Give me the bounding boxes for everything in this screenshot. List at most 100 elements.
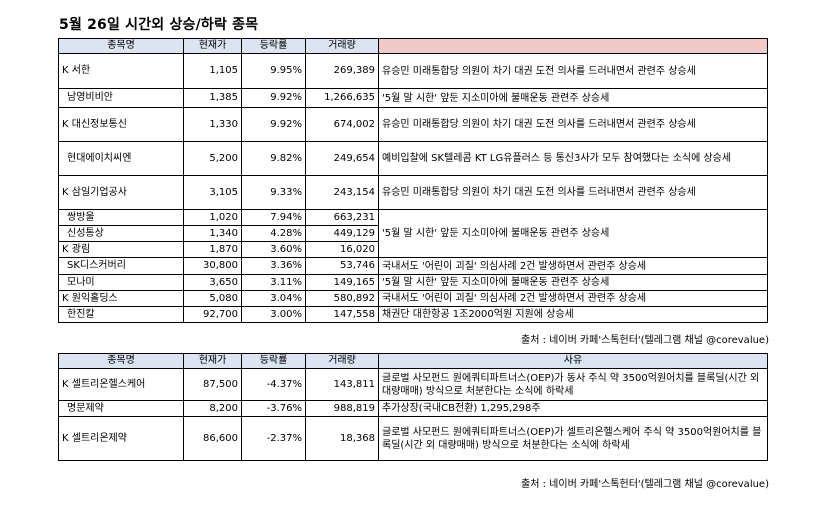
- rate-cell: 9.92%: [241, 88, 306, 108]
- reason-cell: 채권단 대한항공 1조2000억원 지원에 상승세: [378, 306, 768, 323]
- market-mark: K: [62, 243, 69, 255]
- down-header-row: 종목명 현재가 등락률 거래량 사유: [58, 353, 768, 369]
- table-row: SK디스커버리 30,800 3.36% 53,746 국내서도 '어린이 괴질…: [58, 257, 768, 275]
- col-price-header: 현재가: [183, 353, 242, 369]
- stock-name: 쌍방울: [67, 211, 95, 223]
- volume-cell: 149,165: [305, 274, 379, 291]
- table-row: 모나미 3,650 3.11% 149,165 '5월 말 시한' 앞둔 지소미…: [58, 274, 768, 291]
- rate-cell: -4.37%: [241, 368, 306, 401]
- source-note: 출처 : 네이버 카페'스톡헌터'(텔레그램 채널 @corevalue): [521, 479, 769, 490]
- stock-name: 셀트리온헬스케어: [71, 378, 146, 390]
- table-row: K 셀트리온제약 86,600 -2.37% 18,368 글로벌 사모펀드 원…: [58, 416, 768, 461]
- stock-name: 삼일기업공사: [71, 186, 127, 198]
- table-row: 쌍방울 1,020 7.94% 663,231 '5월 말 시한' 앞둔 지소미…: [58, 209, 768, 258]
- price-cell: 87,500: [183, 368, 242, 401]
- rate-cell: 9.95%: [241, 53, 306, 89]
- price-cell: 1,385: [183, 88, 242, 108]
- col-rate-header: 등락률: [241, 353, 306, 369]
- stock-name: 원익홀딩스: [71, 292, 118, 304]
- price-cell: 86,600: [183, 416, 242, 461]
- table-row: 현대에이치씨엔 5,200 9.82% 249,654 예비입찰에 SK텔레콤 …: [58, 141, 768, 176]
- rate-cell: 4.28%: [241, 225, 306, 242]
- stock-name: 대신정보통신: [71, 118, 127, 130]
- table-row: K 삼일기업공사 3,105 9.33% 243,154 유승민 미래통합당 의…: [58, 175, 768, 210]
- table-row: 한진칼 92,700 3.00% 147,558 채권단 대한항공 1조2000…: [58, 306, 768, 323]
- price-cell: 1,020: [183, 209, 242, 226]
- rate-cell: 3.60%: [241, 241, 306, 258]
- rate-cell: 3.00%: [241, 306, 306, 323]
- table-row: 신성통상 1,340 4.28% 449,129: [58, 225, 768, 242]
- price-cell: 1,340: [183, 225, 242, 242]
- volume-cell: 249,654: [305, 141, 379, 176]
- table-row: K 서한 1,105 9.95% 269,389 유승민 미래통합당 의원이 차…: [58, 53, 768, 89]
- price-cell: 30,800: [183, 257, 242, 275]
- price-cell: 3,650: [183, 274, 242, 291]
- volume-cell: 580,892: [305, 290, 379, 307]
- market-mark: K: [62, 432, 69, 444]
- volume-cell: 147,558: [305, 306, 379, 323]
- reason-cell: 국내서도 '어린이 괴질' 의심사례 2건 발생하면서 관련주 상승세: [378, 290, 768, 307]
- down-table: 종목명 현재가 등락률 거래량 사유 K 셀트리온헬스케어 87,500 -4.…: [58, 353, 768, 461]
- stock-name: 광림: [71, 243, 91, 255]
- volume-cell: 16,020: [305, 241, 379, 258]
- table-row: K 셀트리온헬스케어 87,500 -4.37% 143,811 글로벌 사모펀…: [58, 368, 768, 401]
- col-reason-header: 사유: [378, 353, 768, 369]
- price-cell: 92,700: [183, 306, 242, 323]
- col-price-header: 현재가: [183, 38, 242, 54]
- volume-cell: 18,368: [305, 416, 379, 461]
- price-cell: 3,105: [183, 175, 242, 210]
- reason-cell: 유승민 미래통합당 의원이 차기 대권 도전 의사를 드러내면서 관련주 상승세: [378, 175, 768, 210]
- volume-cell: 663,231: [305, 209, 379, 226]
- rate-cell: -2.37%: [241, 416, 306, 461]
- volume-cell: 1,266,635: [305, 88, 379, 108]
- col-name-header: 종목명: [58, 353, 184, 369]
- rate-cell: 3.11%: [241, 274, 306, 291]
- volume-cell: 143,811: [305, 368, 379, 401]
- table-row: K 원익홀딩스 5,080 3.04% 580,892 국내서도 '어린이 괴질…: [58, 290, 768, 307]
- rate-cell: 9.33%: [241, 175, 306, 210]
- price-cell: 5,080: [183, 290, 242, 307]
- col-volume-header: 거래량: [305, 38, 379, 54]
- stock-name: SK디스커버리: [67, 260, 126, 271]
- page-title: 5월 26일 시간외 상승/하락 종목: [59, 17, 259, 33]
- reason-cell: 예비입찰에 SK텔레콤 KT LG유플러스 등 통신3사가 모두 참여했다는 소…: [378, 141, 768, 176]
- up-table: 종목명 현재가 등락률 거래량 K 서한 1,105 9.95% 269,389…: [58, 38, 768, 323]
- rate-cell: 9.92%: [241, 107, 306, 142]
- source-note: 출처 : 네이버 카페'스톡헌터'(텔레그램 채널 @corevalue): [521, 335, 769, 346]
- volume-cell: 53,746: [305, 257, 379, 275]
- reason-cell: 유승민 미래통합당 의원이 차기 대권 도전 의사를 드러내면서 관련주 상승세: [378, 53, 768, 89]
- market-mark: K: [62, 378, 69, 390]
- reason-cell: '5월 말 시한' 앞둔 지소미아에 불매운동 관련주 상승세: [378, 209, 768, 258]
- reason-cell: '5월 말 시한' 앞둔 지소미아에 불매운동 관련주 상승세: [378, 88, 768, 108]
- rate-cell: 7.94%: [241, 209, 306, 226]
- market-mark: K: [62, 186, 69, 198]
- stock-name: 신성통상: [67, 227, 104, 239]
- up-header-row: 종목명 현재가 등락률 거래량: [58, 38, 768, 54]
- col-rate-header: 등락률: [241, 38, 306, 54]
- price-cell: 1,330: [183, 107, 242, 142]
- rate-cell: 3.04%: [241, 290, 306, 307]
- reason-cell: 글로벌 사모펀드 원에쿼티파트너스(OEP)가 셀트리온헬스케어 주식 약 35…: [378, 416, 768, 461]
- reason-cell: '5월 말 시한' 앞둔 지소미아에 불매운동 관련주 상승세: [378, 274, 768, 291]
- col-volume-header: 거래량: [305, 353, 379, 369]
- rate-cell: 3.36%: [241, 257, 306, 275]
- stock-name: 현대에이치씨엔: [67, 152, 132, 164]
- volume-cell: 674,002: [305, 107, 379, 142]
- market-mark: K: [62, 65, 69, 76]
- stock-name: 남영비비안: [67, 92, 113, 103]
- price-cell: 1,105: [183, 53, 242, 89]
- stock-name: 명문제약: [67, 402, 104, 414]
- volume-cell: 269,389: [305, 53, 379, 89]
- volume-cell: 243,154: [305, 175, 379, 210]
- col-reason-header: [378, 38, 768, 54]
- table-row: 남영비비안 1,385 9.92% 1,266,635 '5월 말 시한' 앞둔…: [58, 88, 768, 108]
- price-cell: 5,200: [183, 141, 242, 176]
- stock-name: 한진칼: [67, 308, 95, 320]
- volume-cell: 449,129: [305, 225, 379, 242]
- volume-cell: 988,819: [305, 400, 379, 417]
- price-cell: 8,200: [183, 400, 242, 417]
- stock-name: 셀트리온제약: [71, 432, 127, 444]
- reason-cell: 국내서도 '어린이 괴질' 의심사례 2건 발생하면서 관련주 상승세: [378, 257, 768, 275]
- market-mark: K: [62, 292, 69, 304]
- table-row: K 대신정보통신 1,330 9.92% 674,002 유승민 미래통합당 의…: [58, 107, 768, 142]
